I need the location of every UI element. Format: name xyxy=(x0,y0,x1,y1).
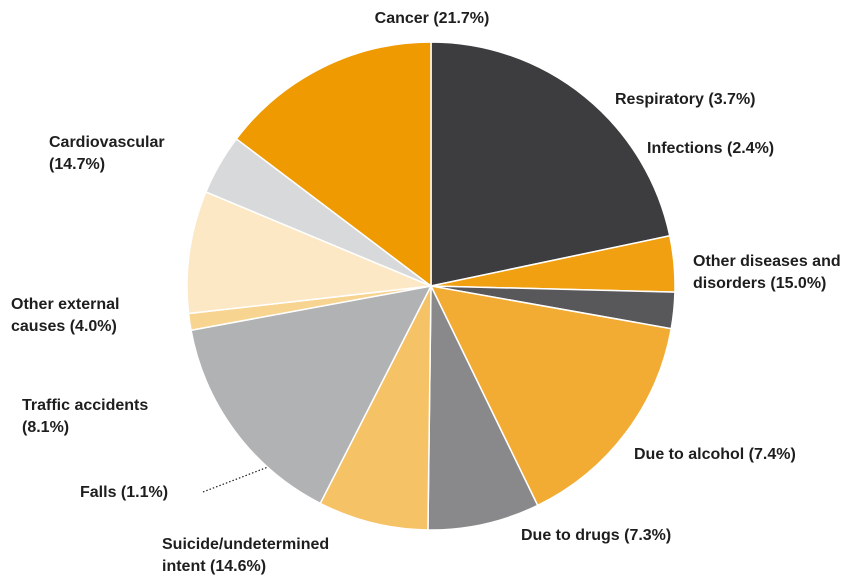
pie-slice-6 xyxy=(190,284,433,505)
slice-label-line: Traffic accidents xyxy=(22,397,148,414)
slice-label-line: Falls (1.1%) xyxy=(80,484,168,501)
pie-slice-8 xyxy=(186,190,434,315)
slice-label-7: Falls (1.1%) xyxy=(80,484,168,501)
slice-labels: Cancer (21.7%) Respiratory (3.7%) Infectio… xyxy=(11,10,841,575)
slice-label-line: (8.1%) xyxy=(22,419,69,436)
slice-label-3: Other diseases and disorders (15.0%) xyxy=(693,253,841,292)
slice-label-line: intent (14.6%) xyxy=(162,558,266,575)
slice-label-line: Due to drugs (7.3%) xyxy=(521,527,671,544)
slice-label-line: (14.7%) xyxy=(49,156,105,173)
slice-label-line: Infections (2.4%) xyxy=(647,140,774,157)
pie-slice-10 xyxy=(235,41,432,288)
slice-label-line: Suicide/undetermined xyxy=(162,536,329,553)
pie-slice-3 xyxy=(429,285,673,507)
slice-label-1: Respiratory (3.7%) xyxy=(615,91,756,108)
slice-label-line: Cardiovascular xyxy=(49,134,165,151)
slice-label-10: Cardiovascular (14.7%) xyxy=(49,134,165,173)
slice-label-5: Due to drugs (7.3%) xyxy=(521,527,671,544)
slice-label-line: Other diseases and xyxy=(693,253,841,270)
slice-label-6: Suicide/undetermined intent (14.6%) xyxy=(162,536,329,575)
slice-label-9: Other external causes (4.0%) xyxy=(11,296,119,335)
falls-leader-line xyxy=(202,466,269,493)
slice-label-line: causes (4.0%) xyxy=(11,318,117,335)
slice-label-line: Cancer (21.7%) xyxy=(375,10,490,27)
slice-label-8: Traffic accidents (8.1%) xyxy=(22,397,148,436)
slice-label-0: Cancer (21.7%) xyxy=(375,10,490,27)
slice-label-2: Infections (2.4%) xyxy=(647,140,774,157)
slice-label-line: Respiratory (3.7%) xyxy=(615,91,756,108)
slice-label-line: Other external xyxy=(11,296,119,313)
pie-slice-0 xyxy=(430,41,671,287)
pie-slice-5 xyxy=(319,285,432,531)
pie-slices xyxy=(186,41,676,531)
pie-slice-4 xyxy=(427,285,539,531)
slice-label-line: Due to alcohol (7.4%) xyxy=(634,446,796,463)
slice-label-line: disorders (15.0%) xyxy=(693,275,826,292)
slice-label-4: Due to alcohol (7.4%) xyxy=(634,446,796,463)
